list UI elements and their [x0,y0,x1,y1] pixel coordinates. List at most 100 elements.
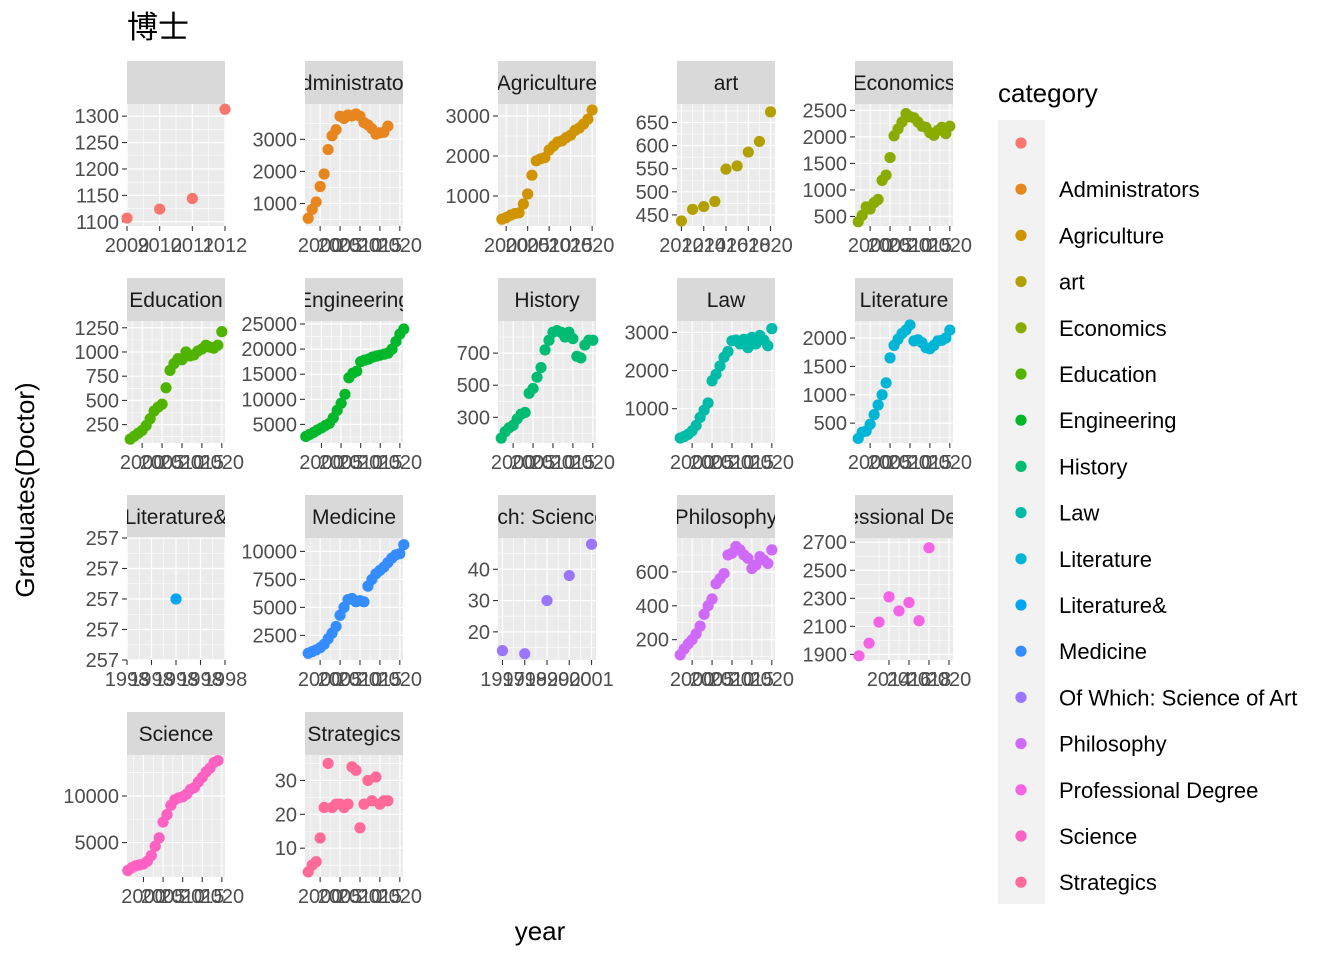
y-tick-label: 500 [86,390,119,412]
facet-strip [855,61,953,104]
x-tick-label: 2018 [907,669,952,691]
legend-key-philosophy [1015,738,1027,750]
y-tick-label: 650 [636,112,669,134]
facet-strip-label: Science [139,723,214,746]
x-axis-title: year [515,916,566,946]
x-tick-label: 2020 [378,452,423,474]
y-tick-label: 1500 [803,356,848,378]
x-tick-label: 2015 [358,669,403,691]
data-point-agriculture [517,198,529,210]
data-point-strategics [370,771,382,783]
facet-strip [498,495,596,538]
x-tick-label: 2015 [551,452,596,474]
y-tick-label: 2500 [803,560,848,582]
data-point-art [720,163,732,175]
x-tick-label: 1998 [178,669,223,691]
data-point-education [216,326,228,338]
x-tick-label: 2010 [527,235,572,257]
y-tick-label: 3000 [446,106,491,128]
data-point-agriculture [582,113,594,125]
facet-strip [305,495,403,538]
data-point-law [762,340,774,352]
y-tick-label: 1150 [76,185,119,207]
data-point-administrators [310,196,322,208]
x-tick-label: 2005 [511,452,556,474]
x-tick-label: 2010 [338,886,383,908]
facet-strip [677,61,775,104]
facet-panel-literature: Literature500100015002000200020052010201… [803,278,973,474]
facet-panels: 110011501200125013002009201020112012Admi… [63,61,973,908]
x-tick-label: 2015 [908,452,953,474]
facet-panel-economics: Economics5001000150020002500200020052010… [803,61,973,257]
y-tick-label: 1000 [803,180,848,202]
x-tick-label: 2020 [928,235,973,257]
x-tick-label: 2005 [505,235,550,257]
data-point-engineering [339,388,351,400]
data-point-law [702,397,714,409]
data-point-literature [868,409,880,421]
data-point-history [535,361,547,374]
x-tick-label: 1998 [203,669,248,691]
data-point-education [160,382,172,394]
data-point-economics [944,120,956,132]
x-tick-label: 2005 [318,669,363,691]
y-tick-label: 2500 [803,100,848,122]
y-tick-label: 500 [457,375,490,397]
x-tick-label: 2000 [547,669,592,691]
x-tick-label: 2005 [318,235,363,257]
data-point-agriculture [513,207,525,219]
facet-panel-professional-degree: Professional Degree 1900 2100 2300 2500 2700 2… [803,495,971,691]
x-tick-label: 2010 [710,669,755,691]
data-point-philosophy [718,567,730,580]
y-tick-label: 10 [275,838,297,860]
x-tick-label: 2010 [338,669,383,691]
y-tick-label: 450 [636,205,669,227]
legend-label-art: art [1059,270,1085,295]
x-tick-label: 2012 [203,235,248,257]
x-tick-label: 2015 [730,452,775,474]
data-point-literature [904,319,916,331]
data-point-professional-degree [853,650,865,662]
x-tick-label: 2010 [160,452,205,474]
y-tick-label: 250 [86,415,119,437]
x-tick-label: 2016 [887,669,932,691]
y-tick-label: 257 [86,620,119,642]
x-tick-label: 2015 [908,235,953,257]
facet-panel-engineering: Engineering50001000015000200002500020002… [241,278,422,474]
y-tick-label: 40 [468,559,490,581]
x-tick-label: 2010 [710,452,755,474]
y-tick-label: 2000 [803,127,848,149]
y-tick-label: 5000 [253,597,298,619]
x-tick-label: 2020 [928,452,973,474]
data-point-administrators [322,143,334,156]
legend-label-professional-degree: Professional Degree [1059,778,1258,803]
y-tick-label: 550 [636,159,669,181]
facet-strip-label: Agriculture [497,72,597,95]
x-tick-label: 2000 [848,452,893,474]
facet-strip [498,61,596,104]
data-point-of-which-science-of-art [585,538,598,550]
x-tick-label: 2000 [670,669,715,691]
x-tick-label: 2015 [180,452,225,474]
x-tick-label: 2000 [491,452,536,474]
facet-strip [127,495,225,538]
data-point-professional-degree [883,591,895,603]
x-tick-label: 2010 [888,452,933,474]
y-tick-label: 257 [86,589,119,611]
y-tick-label: 257 [86,528,119,550]
legend-key-professional-degree [1015,784,1027,796]
data-point-philosophy [762,557,774,570]
data-point-engineering [351,365,363,377]
data-point-history [575,352,587,364]
facet-strip-label: Strategics [307,723,400,746]
data-point-science [153,832,165,844]
legend-label-strategics: Strategics [1059,870,1157,895]
legend-items: Administrators Agriculture art Economics Edu… [1015,137,1297,895]
facet-panel-administrators: Administrators10002000300020002005201020… [253,61,422,257]
legend-label-administrators: Administrators [1059,177,1200,202]
x-tick-label: 2000 [298,235,343,257]
